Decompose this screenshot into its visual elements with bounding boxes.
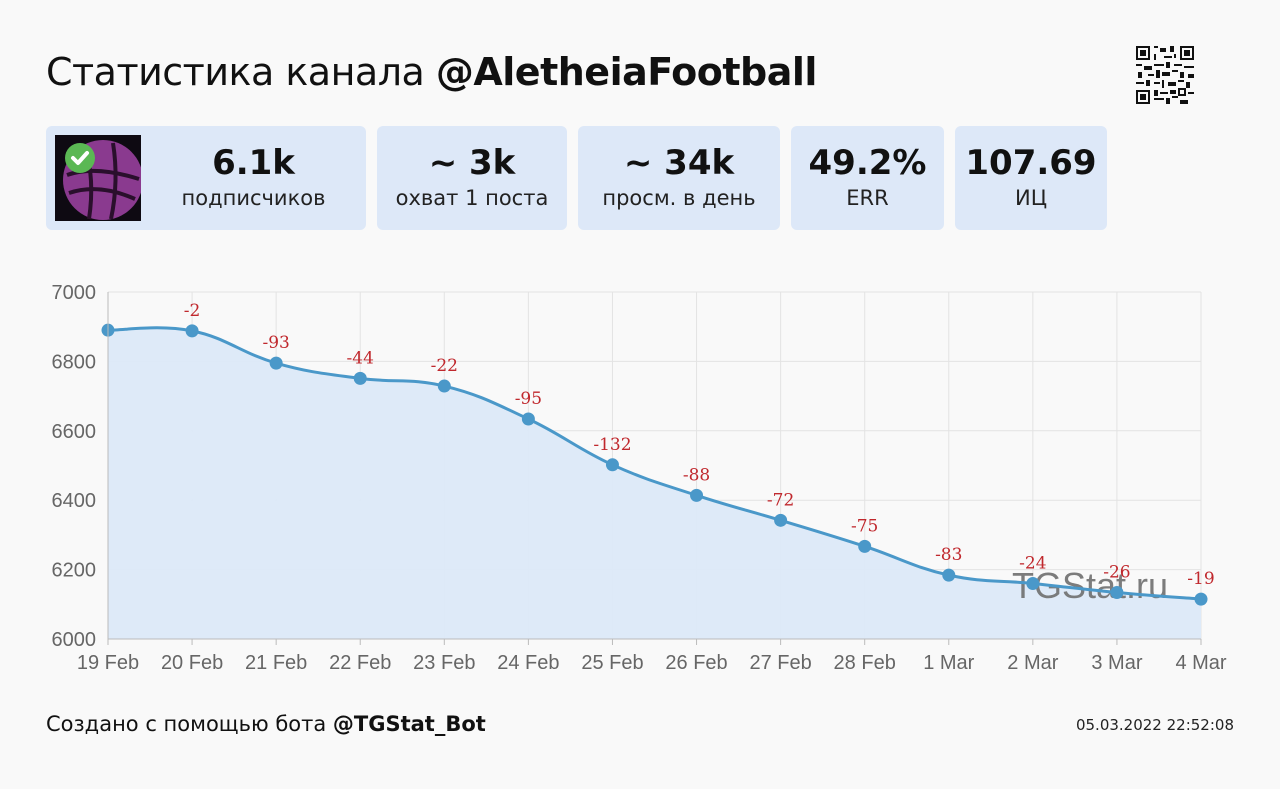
channel-handle[interactable]: @AletheiaFootball xyxy=(435,50,818,94)
x-tick-label: 25 Feb xyxy=(581,652,643,674)
footer-credit: Создано с помощью бота @TGStat_Bot xyxy=(46,712,486,736)
y-tick-label: 6000 xyxy=(52,629,97,651)
data-point[interactable] xyxy=(521,412,535,426)
data-label: -72 xyxy=(767,490,794,510)
chart-marks xyxy=(101,323,1208,606)
data-point[interactable] xyxy=(605,458,619,472)
citation-index-card: 107.69 ИЦ xyxy=(955,126,1107,230)
data-point[interactable] xyxy=(690,488,704,502)
subscribers-label: подписчиков xyxy=(181,186,326,210)
subscribers-chart: TGStat.ru -2-93-44 -22-95-132-88-72-75-83… xyxy=(52,282,1227,674)
x-tick-label: 22 Feb xyxy=(329,652,391,674)
footer-prefix: Создано с помощью бота xyxy=(46,712,327,736)
data-label: -24 xyxy=(1019,553,1046,573)
data-point[interactable] xyxy=(1110,586,1124,600)
x-tick-label: 3 Mar xyxy=(1091,652,1142,674)
x-tick-label: 26 Feb xyxy=(665,652,727,674)
data-label: -2 xyxy=(184,301,201,321)
qr-code-icon xyxy=(1136,46,1194,104)
data-label: -83 xyxy=(935,545,962,565)
x-tick-label: 27 Feb xyxy=(749,652,811,674)
data-point[interactable] xyxy=(185,324,199,338)
bot-handle[interactable]: @TGStat_Bot xyxy=(332,712,486,736)
daily-views-label: просм. в день xyxy=(602,186,756,210)
data-point[interactable] xyxy=(353,371,367,385)
data-label: -88 xyxy=(683,465,710,485)
data-label: -75 xyxy=(851,516,878,536)
subscribers-card: 6.1k подписчиков xyxy=(46,126,366,230)
data-point[interactable] xyxy=(1194,592,1208,606)
reach-card: ~ 3k охват 1 поста xyxy=(377,126,567,230)
data-label: -132 xyxy=(593,435,631,455)
data-point[interactable] xyxy=(1026,576,1040,590)
data-label: -44 xyxy=(347,348,374,368)
chart-series-line xyxy=(107,326,1202,601)
err-value: 49.2% xyxy=(808,143,927,183)
y-tick-label: 6800 xyxy=(52,351,97,373)
data-point[interactable] xyxy=(437,379,451,393)
reach-value: ~ 3k xyxy=(428,143,516,183)
y-tick-label: 6400 xyxy=(52,490,97,512)
chart-data-labels: -2 -93 -44 -22 -95 -132 -88 -72 -75 -83 -24 -26 -19 xyxy=(184,301,1215,589)
channel-avatar xyxy=(55,135,141,221)
data-label: -26 xyxy=(1103,563,1130,583)
x-tick-label: 19 Feb xyxy=(77,652,139,674)
x-tick-label: 20 Feb xyxy=(161,652,223,674)
x-tick-label: 23 Feb xyxy=(413,652,475,674)
x-tick-label: 24 Feb xyxy=(497,652,559,674)
data-point[interactable] xyxy=(942,568,956,582)
subscribers-value: 6.1k xyxy=(212,143,295,183)
chart-area-fill xyxy=(108,327,1201,639)
data-label: -95 xyxy=(515,389,542,409)
title-prefix: Статистика канала xyxy=(46,50,425,94)
daily-views-card: ~ 34k просм. в день xyxy=(578,126,780,230)
x-tick-label: 1 Mar xyxy=(923,652,974,674)
err-label: ERR xyxy=(846,186,889,210)
daily-views-value: ~ 34k xyxy=(623,143,735,183)
x-tick-label: 28 Feb xyxy=(834,652,896,674)
data-point[interactable] xyxy=(269,356,283,370)
citation-index-label: ИЦ xyxy=(1014,186,1047,210)
data-label: -19 xyxy=(1187,569,1214,589)
data-point[interactable] xyxy=(774,513,788,527)
x-tick-label: 21 Feb xyxy=(245,652,307,674)
y-tick-label: 6600 xyxy=(52,421,97,443)
data-label: -93 xyxy=(262,333,289,353)
x-tick-label: 2 Mar xyxy=(1007,652,1058,674)
y-tick-label: 7000 xyxy=(52,282,97,304)
reach-label: охват 1 поста xyxy=(395,186,549,210)
data-label: -22 xyxy=(431,356,458,376)
citation-index-value: 107.69 xyxy=(965,143,1097,183)
y-tick-label: 6200 xyxy=(52,560,97,582)
timestamp: 05.03.2022 22:52:08 xyxy=(1075,716,1234,734)
page-title: Статистика канала @AletheiaFootball xyxy=(46,50,817,94)
data-point[interactable] xyxy=(858,539,872,553)
x-tick-label: 4 Mar xyxy=(1175,652,1226,674)
err-card: 49.2% ERR xyxy=(791,126,944,230)
